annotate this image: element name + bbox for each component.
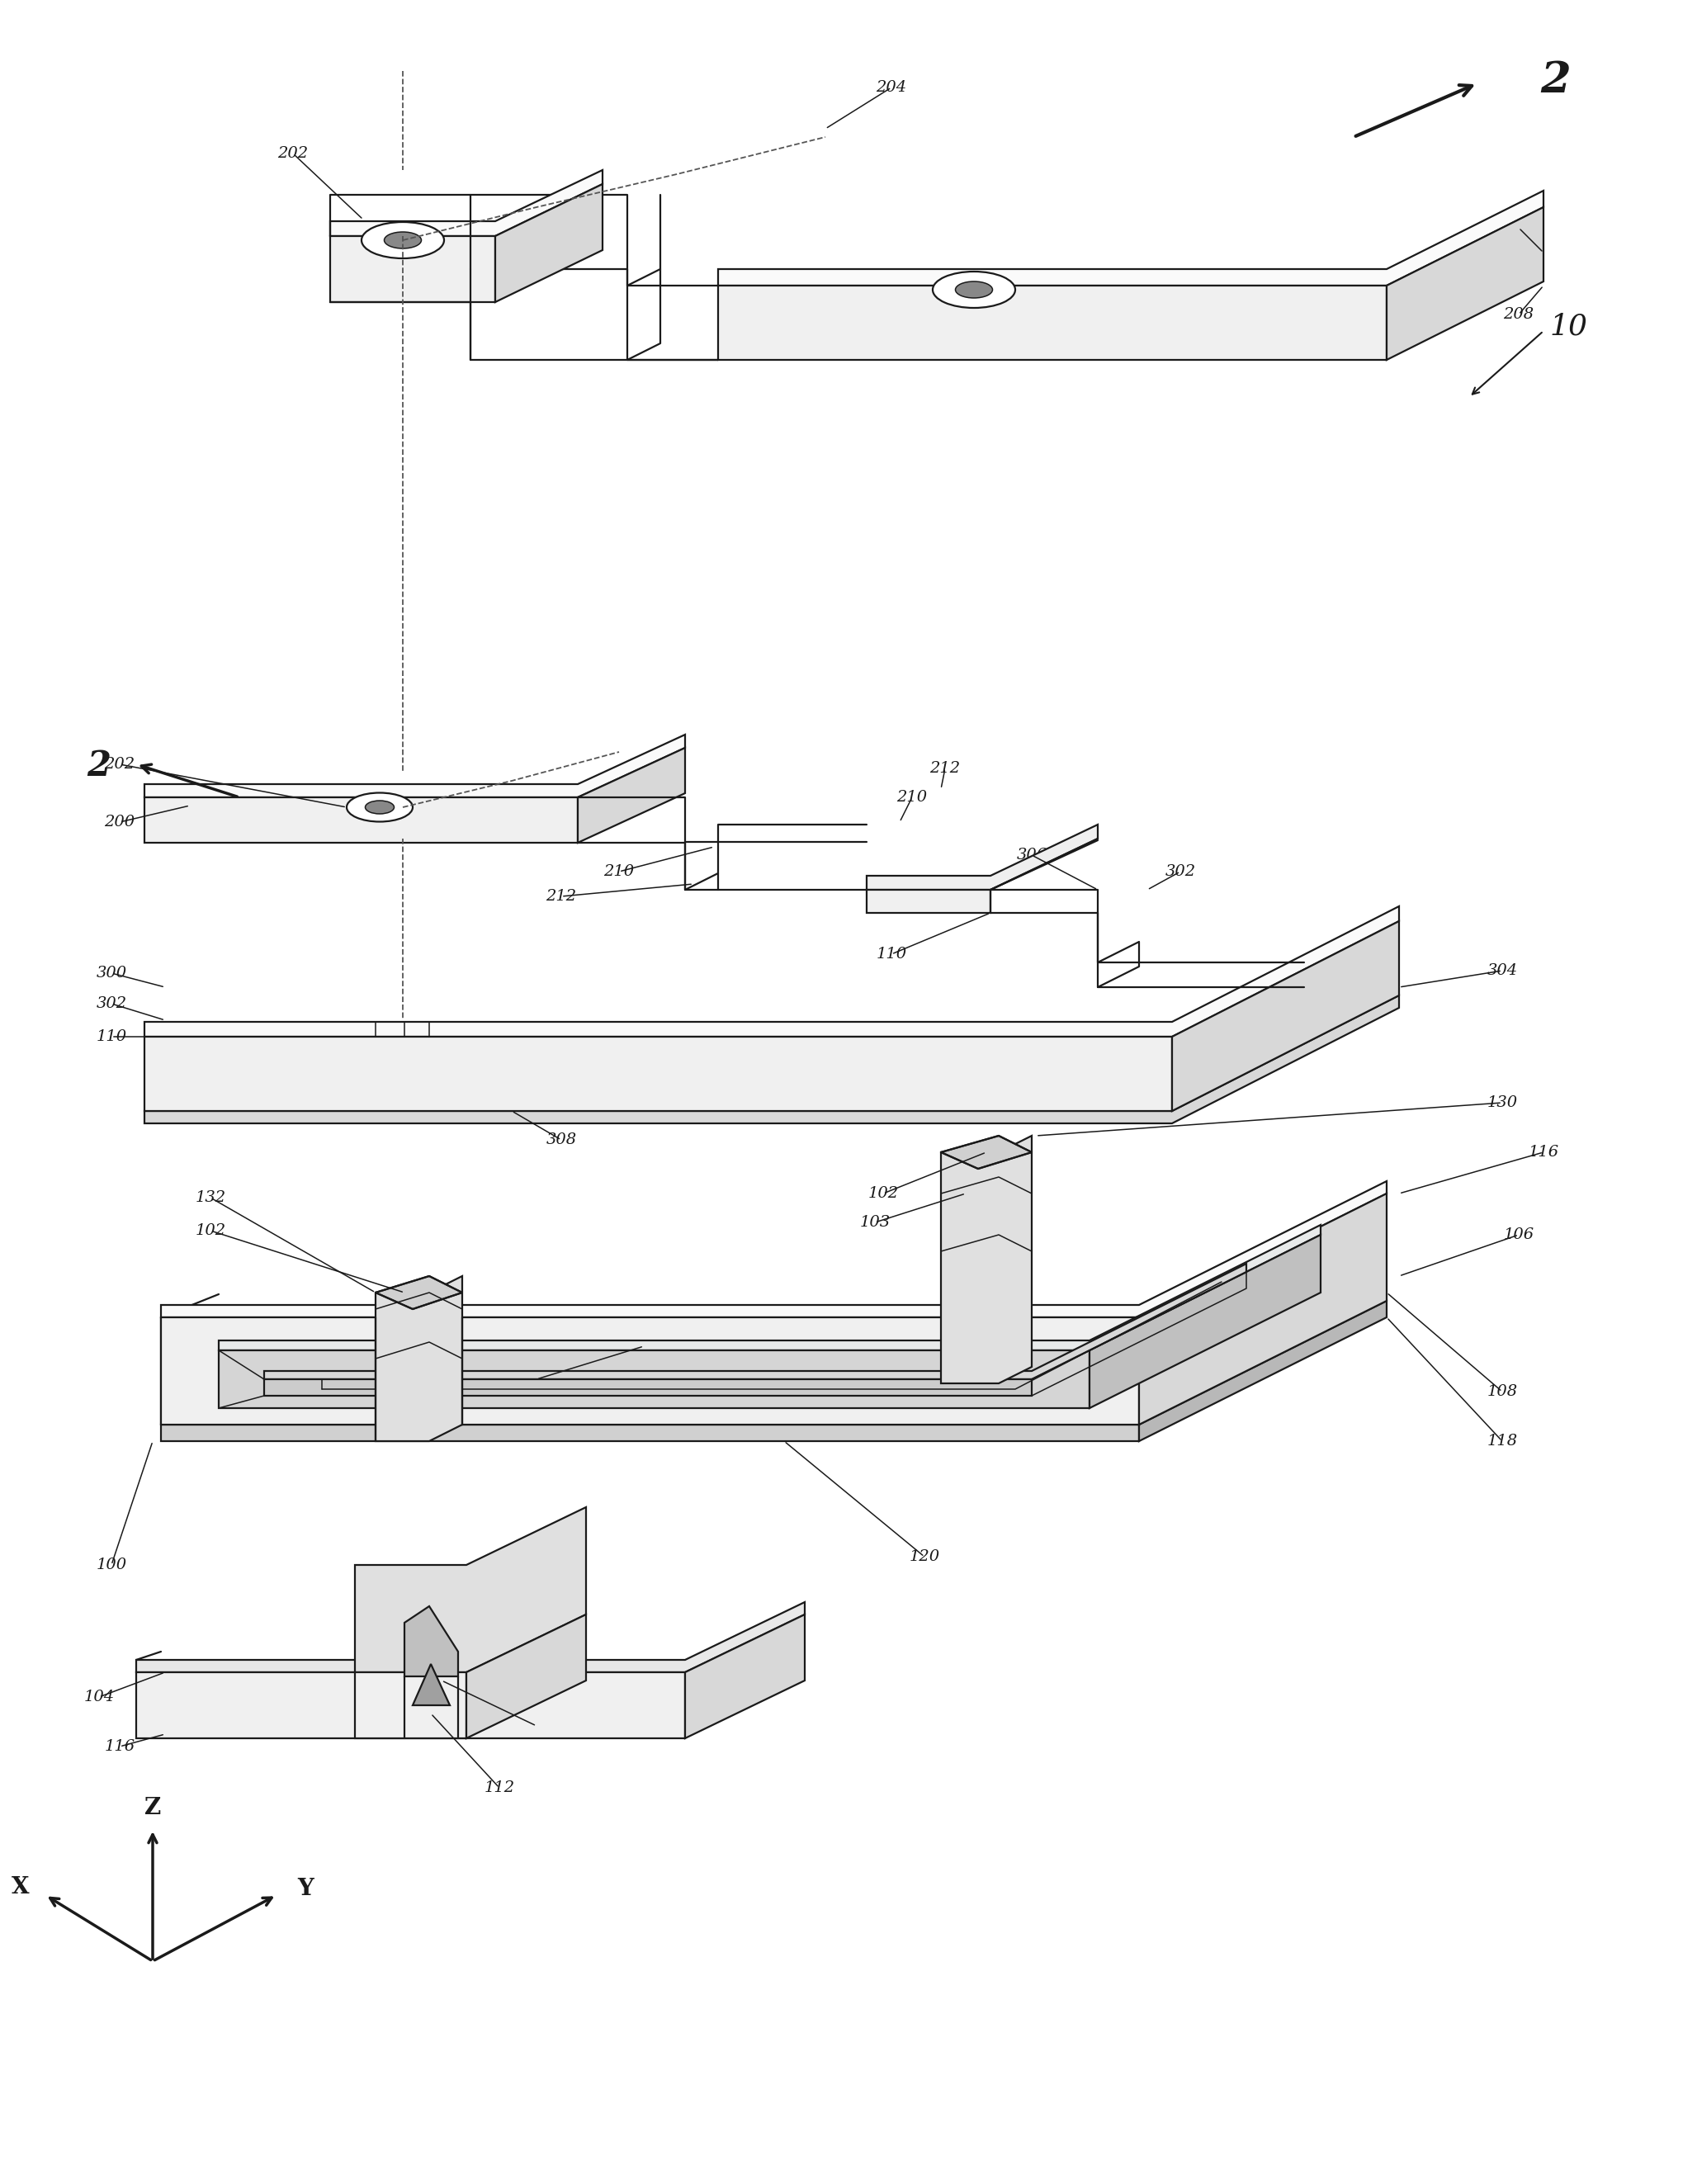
Polygon shape	[144, 1037, 1173, 1112]
Text: 302: 302	[1164, 865, 1196, 878]
Polygon shape	[412, 1664, 450, 1706]
Text: 110: 110	[876, 946, 906, 961]
Polygon shape	[219, 1225, 1320, 1350]
Polygon shape	[265, 1265, 1246, 1380]
Polygon shape	[718, 286, 1386, 360]
Polygon shape	[577, 747, 686, 843]
Polygon shape	[1139, 1302, 1386, 1441]
Polygon shape	[1139, 1192, 1386, 1424]
Text: Y: Y	[297, 1878, 314, 1900]
Text: 212: 212	[546, 889, 577, 904]
Text: 130: 130	[1487, 1096, 1517, 1109]
Text: 204: 204	[876, 81, 906, 94]
Polygon shape	[940, 1136, 1032, 1168]
Ellipse shape	[346, 793, 412, 821]
Text: 206: 206	[1504, 221, 1534, 236]
Polygon shape	[265, 1380, 1032, 1396]
Text: 102: 102	[867, 1186, 898, 1201]
Text: 306: 306	[1017, 847, 1047, 863]
Polygon shape	[404, 1605, 458, 1677]
Polygon shape	[355, 1673, 467, 1738]
Ellipse shape	[955, 282, 993, 297]
Polygon shape	[144, 797, 577, 843]
Polygon shape	[375, 1275, 462, 1441]
Ellipse shape	[365, 802, 394, 815]
Text: 102: 102	[195, 1223, 226, 1238]
Text: 202: 202	[104, 758, 136, 771]
Text: 116: 116	[1529, 1144, 1560, 1160]
Polygon shape	[331, 170, 602, 236]
Text: 120: 120	[910, 1548, 940, 1564]
Ellipse shape	[384, 232, 421, 249]
Text: 212: 212	[930, 760, 961, 775]
Text: 2: 2	[87, 749, 110, 784]
Polygon shape	[467, 1614, 585, 1738]
Polygon shape	[1173, 922, 1398, 1112]
Text: 108: 108	[1487, 1385, 1517, 1400]
Text: 304: 304	[1487, 963, 1517, 978]
Text: 210: 210	[604, 865, 635, 878]
Text: 208: 208	[1504, 308, 1534, 321]
Text: 200: 200	[104, 815, 136, 830]
Polygon shape	[331, 236, 496, 301]
Polygon shape	[355, 1507, 585, 1673]
Polygon shape	[161, 1182, 1386, 1317]
Text: Z: Z	[144, 1797, 161, 1819]
Text: 10: 10	[1549, 312, 1587, 341]
Polygon shape	[144, 734, 686, 797]
Text: 106: 106	[1504, 1227, 1534, 1243]
Text: 2: 2	[1541, 59, 1571, 103]
Text: 202: 202	[278, 146, 309, 162]
Text: 100: 100	[97, 1557, 127, 1572]
Text: 116: 116	[104, 1738, 136, 1754]
Ellipse shape	[361, 223, 445, 258]
Text: 210: 210	[896, 791, 927, 804]
Polygon shape	[144, 906, 1398, 1037]
Polygon shape	[867, 826, 1098, 889]
Text: 114: 114	[628, 1339, 658, 1354]
Polygon shape	[496, 183, 602, 301]
Polygon shape	[161, 1317, 1139, 1424]
Polygon shape	[136, 1603, 804, 1673]
Polygon shape	[161, 1424, 1139, 1441]
Text: 300: 300	[97, 965, 127, 981]
Text: 134: 134	[521, 1719, 552, 1734]
Polygon shape	[1386, 207, 1544, 360]
Polygon shape	[686, 1614, 804, 1738]
Ellipse shape	[933, 271, 1015, 308]
Polygon shape	[718, 190, 1544, 286]
Polygon shape	[375, 1275, 462, 1308]
Text: 132: 132	[195, 1190, 226, 1206]
Text: 118: 118	[1487, 1433, 1517, 1448]
Text: 104: 104	[83, 1690, 114, 1704]
Text: 302: 302	[97, 996, 127, 1011]
Polygon shape	[219, 1350, 1089, 1409]
Polygon shape	[1089, 1234, 1320, 1409]
Polygon shape	[867, 889, 991, 913]
Text: 110: 110	[97, 1029, 127, 1044]
Polygon shape	[144, 996, 1398, 1123]
Text: 112: 112	[484, 1780, 514, 1795]
Text: 308: 308	[546, 1133, 577, 1147]
Text: X: X	[12, 1876, 29, 1898]
Polygon shape	[136, 1673, 686, 1738]
Text: 103: 103	[860, 1214, 891, 1230]
Polygon shape	[940, 1136, 1032, 1382]
